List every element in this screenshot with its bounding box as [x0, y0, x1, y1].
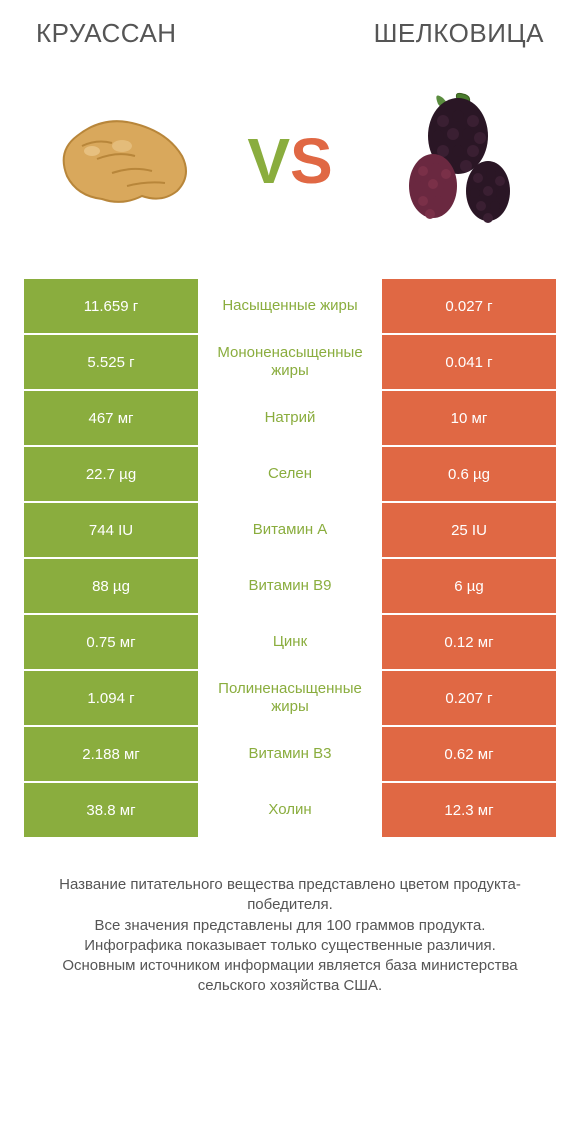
- footer-line-1: Название питательного вещества представл…: [28, 875, 552, 916]
- table-row: 467 мгНатрий10 мг: [24, 391, 556, 446]
- table-row: 2.188 мгВитамин B30.62 мг: [24, 727, 556, 782]
- right-product-title: ШЕЛКОВИЦА: [374, 18, 544, 49]
- mulberry-image: [378, 86, 538, 236]
- right-value-cell: 0.041 г: [381, 335, 556, 390]
- comparison-table: 11.659 гНасыщенные жиры0.027 г5.525 гМон…: [0, 279, 580, 838]
- left-value-cell: 744 IU: [24, 503, 199, 558]
- right-value-cell: 6 µg: [381, 559, 556, 614]
- footer-line-3: Инфографика показывает только существенн…: [28, 936, 552, 956]
- left-value-cell: 38.8 мг: [24, 783, 199, 838]
- croissant-image: [42, 86, 202, 236]
- header: КРУАССАН ШЕЛКОВИЦА: [0, 0, 580, 59]
- nutrient-label-cell: Витамин B3: [199, 727, 381, 782]
- nutrient-label-cell: Натрий: [199, 391, 381, 446]
- nutrient-label-cell: Цинк: [199, 615, 381, 670]
- footer-notes: Название питательного вещества представл…: [0, 839, 580, 997]
- right-value-cell: 0.6 µg: [381, 447, 556, 502]
- table-row: 744 IUВитамин A25 IU: [24, 503, 556, 558]
- right-value-cell: 25 IU: [381, 503, 556, 558]
- nutrient-label-cell: Полиненасыщенные жиры: [199, 671, 381, 726]
- right-value-cell: 0.207 г: [381, 671, 556, 726]
- table-row: 1.094 гПолиненасыщенные жиры0.207 г: [24, 671, 556, 726]
- nutrient-label-cell: Насыщенные жиры: [199, 279, 381, 334]
- footer-line-2: Все значения представлены для 100 граммо…: [28, 916, 552, 936]
- nutrient-label-cell: Селен: [199, 447, 381, 502]
- table-row: 22.7 µgСелен0.6 µg: [24, 447, 556, 502]
- left-value-cell: 22.7 µg: [24, 447, 199, 502]
- table-row: 88 µgВитамин B96 µg: [24, 559, 556, 614]
- right-value-cell: 0.027 г: [381, 279, 556, 334]
- left-value-cell: 2.188 мг: [24, 727, 199, 782]
- right-value-cell: 0.12 мг: [381, 615, 556, 670]
- table-row: 5.525 гМононенасыщенные жиры0.041 г: [24, 335, 556, 390]
- left-value-cell: 1.094 г: [24, 671, 199, 726]
- table-row: 11.659 гНасыщенные жиры0.027 г: [24, 279, 556, 334]
- right-value-cell: 0.62 мг: [381, 727, 556, 782]
- table-row: 0.75 мгЦинк0.12 мг: [24, 615, 556, 670]
- nutrient-label-cell: Мононенасыщенные жиры: [199, 335, 381, 390]
- left-value-cell: 11.659 г: [24, 279, 199, 334]
- croissant-icon: [47, 101, 197, 221]
- vs-v-letter: V: [247, 124, 290, 198]
- left-product-title: КРУАССАН: [36, 18, 177, 49]
- table-row: 38.8 мгХолин12.3 мг: [24, 783, 556, 838]
- nutrient-label-cell: Витамин A: [199, 503, 381, 558]
- nutrient-label-cell: Витамин B9: [199, 559, 381, 614]
- footer-line-4: Основным источником информации является …: [28, 956, 552, 997]
- left-value-cell: 88 µg: [24, 559, 199, 614]
- mulberry-icon: [388, 86, 528, 236]
- left-value-cell: 5.525 г: [24, 335, 199, 390]
- images-row: VS: [0, 59, 580, 279]
- right-value-cell: 10 мг: [381, 391, 556, 446]
- vs-s-letter: S: [290, 124, 333, 198]
- vs-label: VS: [247, 124, 332, 198]
- right-value-cell: 12.3 мг: [381, 783, 556, 838]
- left-value-cell: 0.75 мг: [24, 615, 199, 670]
- nutrient-label-cell: Холин: [199, 783, 381, 838]
- left-value-cell: 467 мг: [24, 391, 199, 446]
